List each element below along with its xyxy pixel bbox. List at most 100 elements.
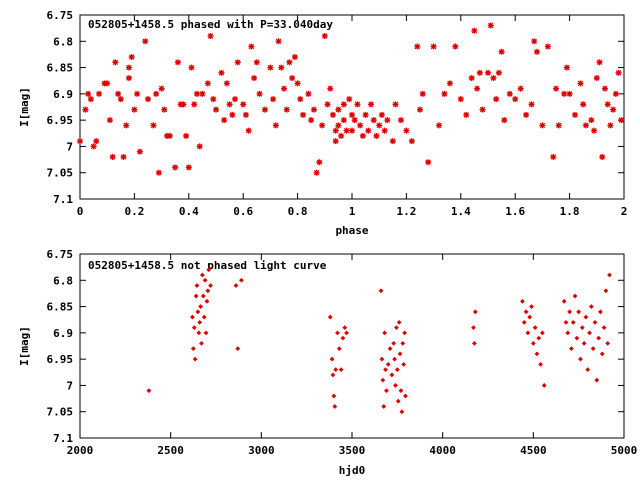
phased-data-point	[340, 101, 347, 108]
unphased-data-point	[590, 346, 596, 352]
phased-data-point	[300, 111, 307, 118]
unphased-data-point	[394, 325, 399, 330]
unphased-x-axis-label: hjd0	[339, 464, 366, 477]
phased-data-point	[319, 122, 326, 129]
unphased-data-point	[340, 335, 346, 341]
phased-data-point	[397, 117, 404, 124]
unphased-data-point	[581, 340, 587, 346]
phased-data-point	[106, 117, 113, 124]
phased-data-point	[476, 69, 483, 76]
unphased-data-point	[592, 319, 598, 325]
unphased-data-point	[398, 388, 404, 394]
unphased-data-point	[199, 340, 204, 346]
phased-data-point	[349, 127, 355, 134]
phased-data-point	[131, 106, 138, 113]
phased-chart-title: 052805+1458.5 phased with P=33.040day	[88, 18, 333, 31]
phased-data-point	[327, 85, 334, 92]
phased-data-point	[357, 122, 364, 129]
unphased-data-point	[561, 298, 567, 304]
unphased-data-point	[400, 340, 406, 346]
phased-y-tick-label: 7.1	[53, 193, 73, 206]
unphased-data-point	[585, 367, 591, 373]
phased-data-point	[278, 64, 285, 71]
phased-y-tick-label: 6.85	[47, 62, 74, 75]
phased-data-point	[313, 169, 320, 176]
phased-data-point	[297, 96, 304, 103]
phased-data-point	[245, 127, 252, 134]
unphased-data-point	[206, 267, 212, 273]
phased-data-point	[117, 96, 124, 103]
unphased-data-point	[399, 409, 405, 415]
unphased-data-point	[598, 309, 603, 315]
unphased-x-tick-label: 5000	[611, 444, 638, 457]
phased-data-point	[446, 80, 453, 87]
phased-y-tick-label: 6.95	[47, 114, 74, 127]
phased-data-point	[351, 117, 358, 124]
unphased-data-point	[333, 367, 339, 373]
phased-data-point	[495, 69, 502, 76]
phased-data-point	[615, 69, 622, 76]
phased-data-point	[362, 111, 369, 118]
phased-data-point	[242, 111, 249, 118]
unphased-data-point	[378, 288, 384, 294]
phased-data-point	[550, 153, 557, 160]
phased-data-point	[196, 143, 203, 150]
phased-data-point	[172, 164, 179, 171]
unphased-data-point	[238, 277, 244, 283]
unphased-data-point	[603, 288, 609, 294]
unphased-data-point	[327, 314, 333, 320]
phased-data-point	[308, 117, 315, 124]
unphased-data-point	[605, 340, 611, 346]
phased-axis-ticks: 0 0.2 0.4 0.6 0.8 1 1.2 1.4 1.6 1.8 2 6.75 6.8 6.85 6.…	[47, 9, 628, 218]
phased-data-point	[180, 101, 187, 108]
unphased-data-point	[397, 351, 403, 357]
phased-data-point	[240, 101, 247, 108]
unphased-data-point	[393, 383, 398, 388]
phased-data-points	[77, 22, 625, 176]
unphased-y-tick-label: 7.05	[47, 406, 74, 419]
phased-x-tick-label: 1	[349, 205, 356, 218]
unphased-data-point	[540, 330, 545, 336]
phased-x-tick-label: 0.2	[124, 205, 144, 218]
unphased-data-point	[336, 346, 342, 352]
phased-x-tick-label: 1.4	[451, 205, 471, 218]
phased-data-point	[335, 122, 342, 129]
unphased-data-point	[541, 383, 547, 388]
unphased-data-point	[529, 304, 534, 309]
phased-data-point	[408, 138, 415, 145]
phased-data-point	[123, 122, 130, 129]
phased-data-point	[221, 117, 228, 124]
phased-data-point	[82, 106, 89, 113]
unphased-data-point	[335, 330, 340, 336]
phased-data-point	[389, 138, 396, 145]
unphased-light-curve-chart: 052805+1458.5 not phased light curve hjd…	[18, 248, 637, 477]
unphased-data-point	[402, 330, 407, 336]
unphased-data-point	[192, 356, 198, 362]
phased-data-point	[267, 64, 274, 71]
phased-data-point	[419, 90, 426, 97]
phased-data-point	[539, 122, 546, 129]
unphased-chart-title: 052805+1458.5 not phased light curve	[88, 259, 327, 272]
phased-data-point	[256, 90, 263, 97]
phased-data-point	[289, 75, 296, 82]
unphased-data-point	[196, 330, 202, 336]
phased-data-point	[593, 75, 600, 82]
unphased-data-point	[520, 298, 525, 304]
unphased-x-tick-label: 4000	[429, 444, 456, 457]
phased-data-point	[485, 69, 491, 76]
unphased-data-point	[380, 377, 386, 383]
phased-data-point	[286, 59, 293, 66]
unphased-data-point	[569, 346, 574, 352]
phased-x-axis-label: phase	[335, 224, 368, 237]
phased-data-point	[90, 143, 97, 150]
unphased-data-point	[233, 283, 239, 288]
phased-data-point	[191, 101, 198, 108]
unphased-data-point	[146, 388, 152, 394]
phased-data-point	[166, 132, 173, 139]
phased-data-point	[93, 138, 100, 145]
phased-data-point	[349, 111, 355, 118]
unphased-data-point	[330, 372, 336, 378]
phased-data-point	[248, 43, 255, 50]
phased-data-point	[582, 122, 589, 129]
unphased-y-axis-label: I[mag]	[18, 326, 31, 366]
